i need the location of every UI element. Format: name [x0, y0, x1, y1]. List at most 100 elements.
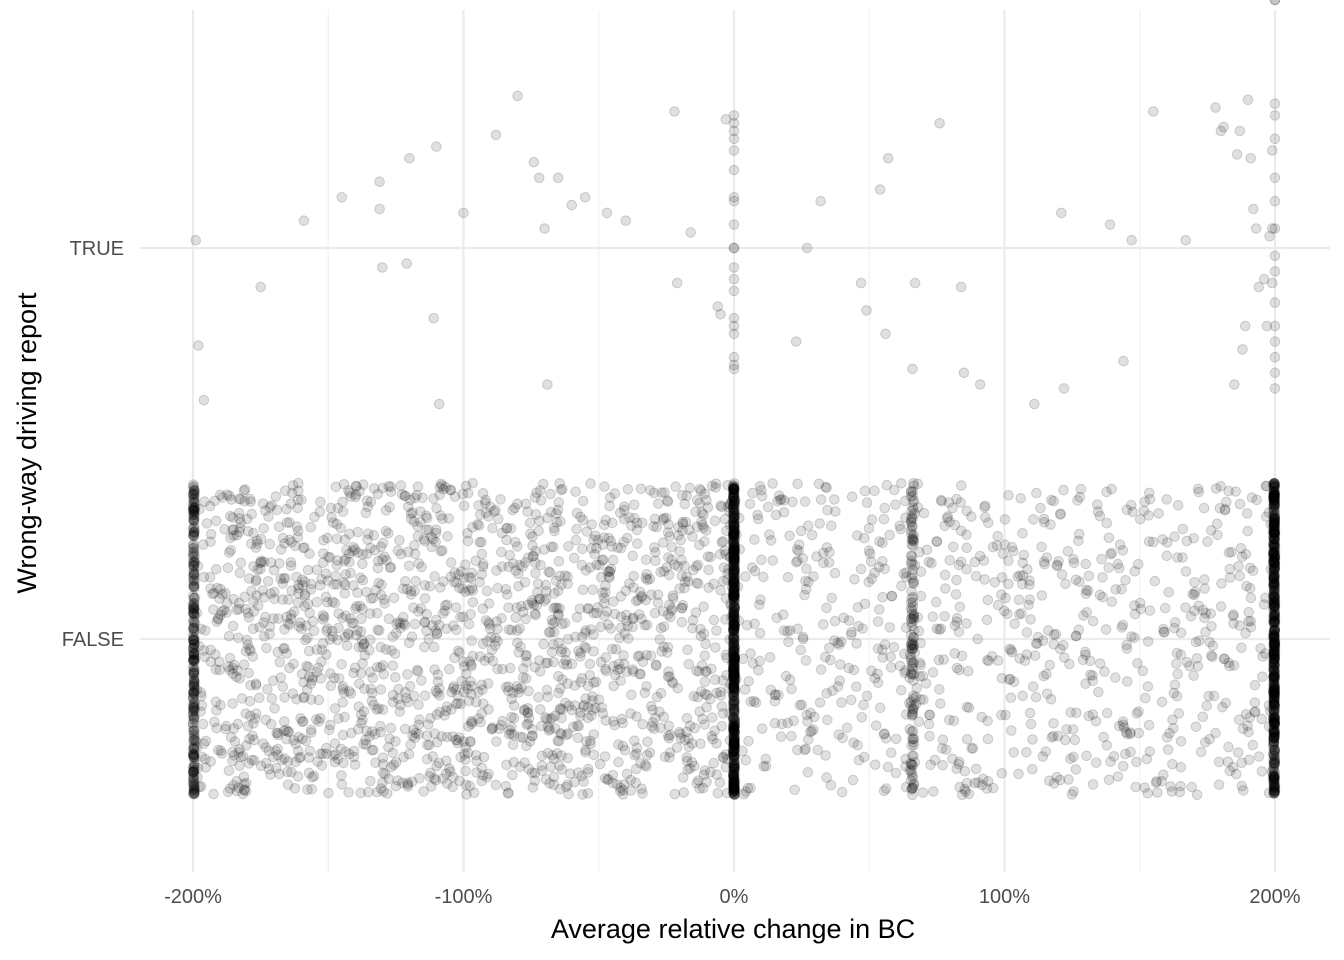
data-point [906, 505, 917, 517]
data-point [907, 782, 919, 794]
data-point [504, 662, 516, 674]
data-point [258, 556, 270, 568]
data-point [878, 729, 890, 740]
data-point [758, 571, 769, 583]
data-point [598, 554, 609, 566]
data-point [281, 611, 293, 623]
data-point [402, 779, 414, 790]
data-point [463, 695, 475, 707]
data-point [729, 602, 740, 614]
data-point [1133, 706, 1144, 717]
data-point [728, 690, 739, 701]
data-point [329, 738, 341, 749]
data-point [699, 719, 711, 730]
data-point [1105, 548, 1116, 560]
data-point [209, 716, 220, 728]
data-point [241, 740, 252, 751]
data-point [1188, 533, 1199, 544]
data-point [306, 727, 317, 738]
data-point [339, 711, 350, 723]
data-point [728, 665, 739, 676]
data-point [365, 593, 377, 604]
data-point [188, 687, 199, 699]
data-point [502, 788, 514, 799]
data-point [655, 566, 666, 578]
data-point [1148, 106, 1159, 117]
data-point [252, 600, 264, 612]
data-point [549, 723, 561, 734]
data-point [939, 569, 951, 581]
data-point [590, 530, 601, 542]
data-point [437, 773, 449, 784]
data-point [425, 767, 436, 779]
data-point [600, 514, 612, 526]
data-point [283, 594, 294, 605]
data-point [368, 483, 380, 494]
data-point [547, 750, 558, 761]
data-point [447, 731, 458, 742]
data-point [189, 788, 200, 800]
data-point [845, 694, 857, 706]
data-point [784, 625, 796, 636]
data-point [544, 778, 556, 789]
data-point [908, 732, 919, 744]
data-point [709, 725, 720, 737]
data-point [677, 489, 688, 501]
data-point [553, 556, 565, 567]
data-point [490, 129, 502, 141]
data-point [431, 760, 442, 772]
data-point [790, 336, 802, 347]
data-point [1269, 718, 1281, 729]
data-point [905, 654, 917, 666]
data-point [460, 742, 472, 753]
data-point [187, 498, 199, 510]
data-point [204, 500, 216, 512]
data-point [307, 772, 318, 783]
data-point [1268, 552, 1279, 564]
data-point [729, 717, 741, 728]
data-point [1268, 679, 1279, 690]
data-point [641, 681, 652, 692]
data-point [367, 592, 379, 604]
data-point [419, 593, 431, 604]
data-point [400, 576, 411, 587]
data-point [747, 487, 758, 499]
data-point [677, 599, 689, 611]
data-point [729, 620, 741, 631]
data-point [815, 664, 827, 675]
data-point [659, 487, 670, 498]
data-point [188, 680, 200, 692]
data-point [652, 597, 664, 609]
data-point [520, 557, 531, 568]
data-point [613, 739, 624, 750]
data-point [503, 729, 515, 740]
data-point [254, 692, 265, 704]
data-point [908, 739, 920, 751]
data-point [571, 611, 583, 623]
data-point [355, 668, 367, 679]
data-point [589, 548, 601, 560]
data-point [451, 577, 462, 588]
data-point [729, 545, 741, 557]
data-point [663, 519, 674, 530]
data-point [471, 767, 482, 778]
data-point [191, 742, 203, 753]
data-point [723, 683, 735, 694]
data-point [354, 678, 365, 690]
data-point [1269, 679, 1280, 691]
data-point [1139, 782, 1150, 793]
data-point [714, 777, 726, 788]
data-point [1269, 497, 1281, 508]
data-point [375, 541, 387, 553]
data-point [728, 632, 740, 644]
data-point [1058, 484, 1069, 496]
data-point [442, 531, 453, 542]
data-point [963, 665, 974, 677]
data-point [211, 616, 223, 627]
data-point [1269, 540, 1280, 552]
data-point [825, 654, 836, 666]
data-point [513, 683, 524, 695]
data-point [424, 581, 436, 592]
data-point [1268, 549, 1279, 560]
data-point [614, 663, 626, 675]
